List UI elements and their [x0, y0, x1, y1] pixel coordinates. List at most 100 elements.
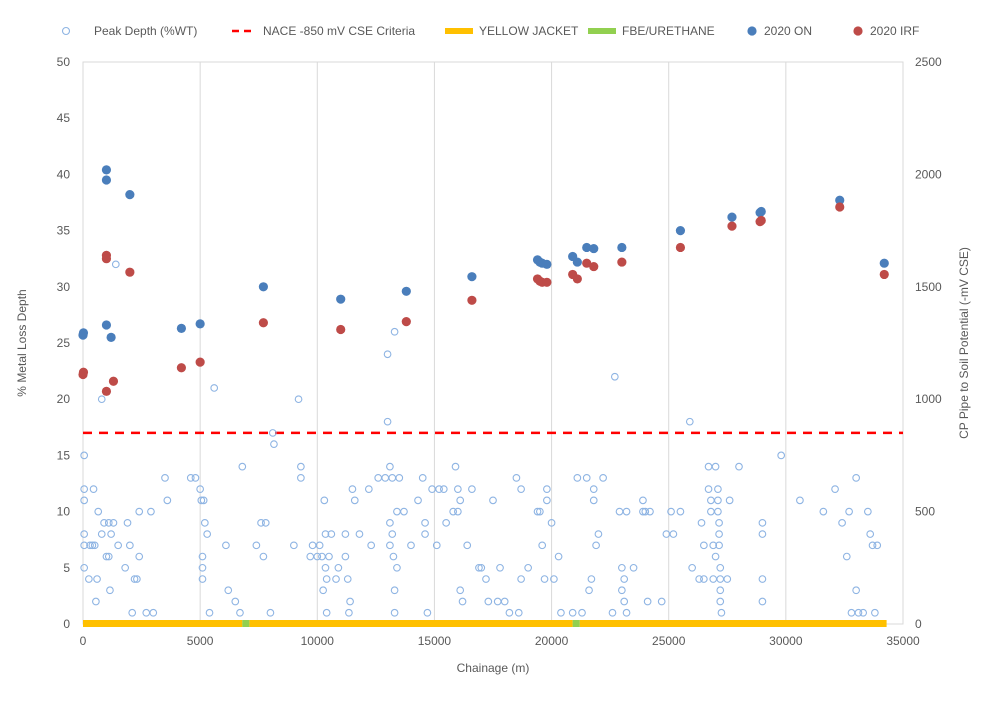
peak-depth-point [100, 518, 108, 527]
peak-depth-point [386, 462, 394, 471]
peak-depth-point [538, 541, 547, 550]
peak-depth-point [163, 496, 172, 505]
peak-depth-point [400, 507, 408, 516]
peak-depth-point [322, 608, 331, 617]
on-point [835, 195, 845, 205]
on-point [125, 190, 135, 200]
peak-depth-point [717, 608, 726, 617]
peak-depth-point [106, 586, 114, 595]
peak-depth-point [639, 496, 647, 505]
peak-depth-point [866, 530, 875, 538]
peak-depth-point [838, 518, 846, 527]
peak-depth-point [390, 608, 399, 617]
peak-depth-point [688, 563, 696, 572]
peak-depth-point [432, 541, 441, 550]
on-point [756, 206, 766, 217]
peak-depth-point [238, 462, 247, 471]
on-point [101, 320, 112, 330]
peak-depth-point [854, 608, 863, 617]
peak-depth-point [186, 474, 195, 482]
irf-point [195, 357, 205, 367]
on-point [176, 323, 186, 333]
peak-depth-point [109, 518, 118, 527]
peak-depth-point [554, 552, 563, 561]
peak-depth-point [477, 563, 486, 572]
peak-depth-point [259, 552, 268, 561]
irf-point [727, 221, 737, 231]
peak-depth-point [126, 541, 134, 550]
peak-depth-point [92, 597, 100, 606]
peak-depth-point [669, 530, 678, 538]
left-y-tick-label: 35 [57, 224, 71, 238]
left-y-tick-label: 5 [63, 561, 70, 575]
on-point [879, 258, 889, 268]
peak-depth-point [620, 575, 629, 583]
peak-depth-point [482, 575, 490, 583]
peak-depth-point [386, 518, 394, 527]
peak-depth-point [723, 575, 732, 583]
peak-depth-point [270, 440, 278, 449]
peak-depth-point [777, 451, 786, 460]
peak-depth-point [80, 496, 89, 505]
right-y-tick-label: 1500 [915, 280, 942, 294]
peak-depth-point [852, 586, 860, 595]
irf-point [336, 324, 346, 335]
legend: Peak Depth (%WT) NACE -850 mV CSE Criteri… [61, 24, 919, 38]
peak-depth-point [80, 563, 89, 572]
legend-nace-label: NACE -850 mV CSE Criteria [263, 24, 415, 38]
x-tick-labels: 0 5000 10000 15000 20000 25000 30000 35000 [80, 634, 920, 648]
peak-depth-point [716, 597, 725, 606]
peak-depth-point [505, 608, 514, 617]
irf-point [101, 386, 112, 396]
left-y-tick-label: 20 [57, 392, 71, 406]
peak-depth-point [449, 507, 458, 516]
peak-depth-point [859, 608, 868, 617]
peak-depth-point [389, 552, 398, 561]
peak-depth-point [346, 597, 354, 606]
peak-depth-point [198, 575, 207, 583]
peak-depth-point [390, 586, 399, 595]
peak-depth-point [88, 541, 97, 550]
peak-depth-point [578, 608, 586, 617]
legend-peak-depth-label: Peak Depth (%WT) [94, 24, 197, 38]
peak-depth-point [161, 474, 169, 482]
left-y-tick-label: 15 [57, 448, 71, 462]
peak-depth-point [618, 563, 626, 572]
peak-depth-point [704, 485, 713, 493]
peak-depth-point [147, 507, 155, 516]
peak-depth-point [524, 563, 532, 572]
on-point [401, 286, 411, 296]
yellow-jacket-band [579, 620, 887, 627]
peak-depth-point [386, 541, 394, 550]
peak-depth-point [657, 597, 666, 606]
plot-area [82, 61, 904, 625]
peak-depth-point [695, 575, 704, 583]
on-point [675, 226, 686, 236]
peak-depth-point [111, 260, 120, 269]
peak-depth-point [608, 608, 617, 617]
peak-depth-point [716, 586, 725, 595]
peak-depth-point [104, 518, 113, 527]
peak-depth-point [831, 485, 839, 493]
irf-point [401, 317, 411, 327]
legend-irf-label: 2020 IRF [870, 24, 919, 38]
peak-depth-point [536, 507, 544, 516]
on-points [78, 165, 889, 342]
on-point [106, 332, 116, 342]
x-tick-label: 20000 [535, 634, 569, 648]
left-y-tick-label: 25 [57, 336, 71, 350]
peak-depth-point [484, 597, 493, 606]
peak-depth-point [697, 518, 706, 527]
peak-depth-point [423, 608, 432, 617]
peak-depth-point [468, 485, 476, 493]
peak-depth-point [268, 429, 277, 437]
peak-depth-point [231, 597, 240, 606]
irf-point [879, 269, 889, 280]
peak-depth-point [871, 608, 879, 617]
peak-depth-point [325, 552, 333, 561]
peak-depth-point [592, 541, 600, 550]
peak-depth-point [715, 541, 723, 550]
peak-depth-point [97, 530, 106, 538]
peak-depth-point [319, 586, 327, 595]
peak-depth-point [456, 586, 465, 595]
